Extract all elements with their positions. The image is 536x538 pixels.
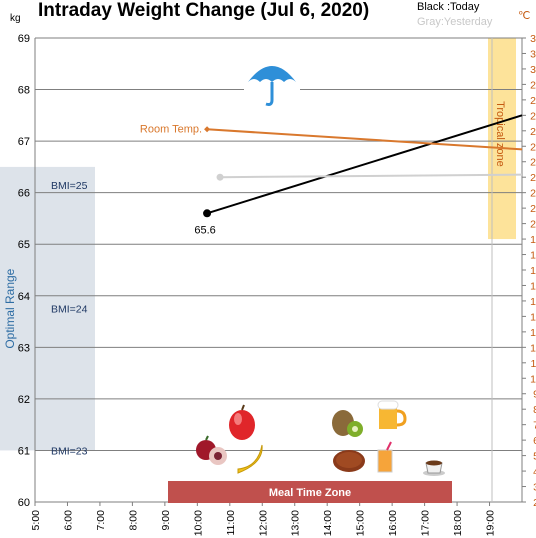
y-right-tick-label: 3	[533, 482, 536, 494]
y-right-tick-label: 2	[533, 497, 536, 509]
x-tick-label: 6:00	[62, 510, 74, 531]
x-tick-label: 7:00	[95, 510, 107, 531]
x-tick-label: 17:00	[420, 510, 432, 536]
y-left-tick-label: 61	[18, 445, 30, 457]
legend-yesterday: Gray:Yesterday	[417, 16, 493, 28]
y-right-tick-label: 17	[530, 265, 536, 277]
x-tick-label: 11:00	[225, 510, 237, 536]
umbrella-icon	[244, 52, 300, 108]
x-tick-label: 8:00	[127, 510, 139, 531]
x-tick-label: 10:00	[192, 510, 204, 536]
today-point-label: 65.6	[194, 224, 215, 236]
y-right-tick-label: 13	[530, 327, 536, 339]
optimal-range-label: Optimal Range	[3, 268, 17, 348]
y-right-tick-label: 27	[530, 110, 536, 122]
y-left-tick-label: 67	[18, 136, 30, 148]
page-title: Intraday Weight Change (Jul 6, 2020)	[38, 0, 370, 21]
tomato-icon	[196, 435, 227, 465]
y-right-tick-label: 21	[530, 203, 536, 215]
x-tick-label: 13:00	[290, 510, 302, 536]
y-right-tick-label: 19	[530, 234, 536, 246]
x-tick-label: 16:00	[387, 510, 399, 536]
steak-icon	[333, 450, 365, 472]
y-right-tick-label: 8	[533, 404, 536, 416]
y-right-tick-label: 28	[530, 95, 536, 107]
y-right-tick-label: 5	[533, 451, 536, 463]
y-right-tick-label: 31	[530, 48, 536, 60]
y-right-tick-label: 29	[530, 79, 536, 91]
meal-time-zone-band	[168, 481, 452, 503]
y-right-tick-label: 11	[531, 358, 536, 370]
y-left-unit: kg	[10, 13, 21, 24]
y-right-tick-label: 6	[533, 435, 536, 447]
series-room_temp-line	[207, 128, 523, 151]
y-left-tick-label: 62	[18, 394, 30, 406]
y-right-tick-label: 30	[530, 64, 536, 76]
x-tick-label: 18:00	[452, 510, 464, 536]
bmi-label: BMI=24	[51, 304, 88, 316]
x-tick-label: 19:00	[485, 510, 497, 536]
series-room_temp-marker	[204, 126, 211, 133]
series-today-line	[206, 114, 523, 215]
y-left-tick-label: 60	[18, 497, 30, 509]
y-left-tick-label: 66	[18, 188, 30, 200]
x-tick-label: 5:00	[30, 510, 42, 531]
apple-icon	[229, 404, 255, 440]
legend-today: Black :Today	[417, 1, 480, 13]
bmi-label: BMI=23	[51, 445, 88, 457]
y-left-tick-label: 64	[18, 291, 30, 303]
optimal-range-band	[0, 166, 95, 451]
y-left-tick-label: 63	[18, 342, 30, 354]
tropical-zone-band	[488, 38, 516, 240]
x-tick-label: 15:00	[355, 510, 367, 536]
bmi-label: BMI=25	[51, 180, 88, 192]
room-temp-label: Room Temp.	[140, 123, 202, 135]
y-right-tick-label: 32	[530, 33, 536, 45]
y-left-tick-label: 69	[18, 33, 30, 45]
y-right-tick-label: 23	[530, 172, 536, 184]
x-tick-label: 9:00	[160, 510, 172, 531]
series-yesterday-marker	[216, 173, 224, 181]
y-right-unit: ℃	[518, 10, 531, 22]
juice-icon	[377, 441, 393, 473]
meal-time-zone-label: Meal Time Zone	[269, 487, 351, 499]
y-right-tick-label: 4	[533, 466, 536, 478]
series-today-marker	[203, 209, 212, 218]
banana-icon	[237, 444, 263, 474]
y-right-tick-label: 16	[530, 280, 536, 292]
y-right-tick-label: 7	[533, 420, 536, 432]
y-right-tick-label: 12	[530, 342, 536, 354]
beer-icon	[377, 400, 407, 429]
y-right-tick-label: 26	[530, 126, 536, 138]
y-right-tick-label: 15	[530, 296, 536, 308]
y-right-tick-label: 9	[533, 389, 536, 401]
series-yesterday-line	[220, 173, 523, 179]
kiwi-icon	[332, 410, 363, 437]
y-right-tick-label: 14	[530, 311, 536, 323]
y-right-tick-label: 22	[530, 188, 536, 200]
y-right-tick-label: 24	[530, 157, 536, 169]
y-left-tick-label: 65	[18, 239, 30, 251]
x-tick-label: 12:00	[257, 510, 269, 536]
x-tick-label: 14:00	[322, 510, 334, 536]
y-right-tick-label: 20	[530, 219, 536, 231]
y-right-tick-label: 10	[530, 373, 536, 385]
tropical-zone-label: Tropical zone	[494, 101, 506, 167]
y-left-tick-label: 68	[18, 85, 30, 97]
y-right-tick-label: 25	[530, 141, 536, 153]
y-right-tick-label: 18	[530, 250, 536, 262]
coffee-icon	[423, 460, 445, 476]
